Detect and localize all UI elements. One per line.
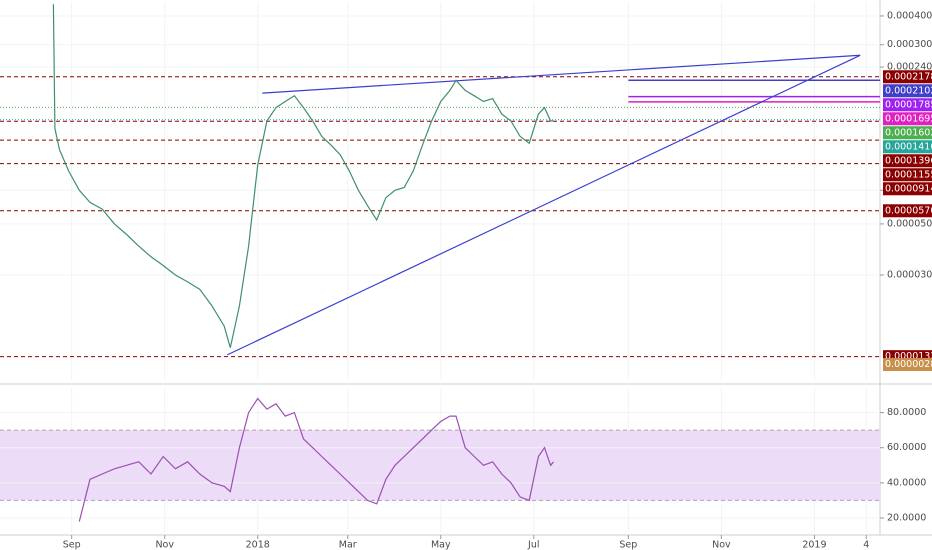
- x-tick-label: Nov: [712, 540, 731, 550]
- y-tick-label: 0.00030000: [887, 39, 932, 50]
- level-label-bg: [883, 168, 932, 182]
- level-label-text: 0.00011554: [885, 169, 932, 180]
- volume-label-bg: [883, 358, 932, 371]
- level-label-bg: [883, 140, 932, 154]
- level-label: 0.00005703: [883, 204, 932, 218]
- level-label-bg: [883, 182, 932, 196]
- x-tick-label: Sep: [63, 540, 81, 550]
- y-tick-label: 20.0000: [887, 512, 926, 523]
- x-tick-label: 2018: [246, 540, 270, 550]
- level-label-bg: [883, 84, 932, 98]
- level-label: 0.00014164: [883, 140, 932, 154]
- level-label: 0.00017850: [883, 98, 932, 112]
- level-label-text: 0.00021027: [885, 85, 932, 96]
- level-label-bg: [883, 112, 932, 126]
- level-label-text: 0.00009140: [885, 183, 932, 194]
- level-label-text: 0.00016954: [885, 113, 932, 124]
- rsi-line: [78, 397, 555, 522]
- level-label-text: 0.00017850: [885, 99, 932, 110]
- trend-line: [226, 54, 861, 356]
- level-label-text: 0.00021781: [885, 71, 932, 82]
- level-label: 0.00021781: [883, 70, 932, 84]
- level-label-bg: [883, 98, 932, 112]
- x-tick-label: 2019: [802, 540, 826, 550]
- level-label-bg: [883, 126, 932, 140]
- level-label: 0.00016028: [883, 126, 932, 140]
- level-label-text: 0.00016028: [885, 127, 932, 138]
- trend-line: [262, 54, 861, 94]
- level-label: 0.00016954: [883, 112, 932, 126]
- y-tick-label: 40.0000: [887, 477, 926, 488]
- x-tick-label: 4: [863, 540, 869, 550]
- rsi-band: [0, 430, 880, 501]
- y-tick-label: 0.00024000: [887, 62, 932, 73]
- level-label: 0.00011554: [883, 168, 932, 182]
- x-tick-label: Mar: [339, 540, 357, 550]
- y-tick-label: 0.00040000: [887, 10, 932, 21]
- level-label-bg: [883, 204, 932, 218]
- x-tick-label: Sep: [619, 540, 637, 550]
- level-label-text: 0.00013967: [885, 155, 932, 166]
- level-label-text: 0.00001326: [885, 351, 932, 362]
- level-label-bg: [883, 154, 932, 168]
- volume-label-text: 0.00000286: [885, 359, 932, 370]
- y-tick-label: 0.00003000: [887, 270, 932, 281]
- x-tick-label: Jul: [527, 540, 539, 550]
- y-tick-label: 80.0000: [887, 407, 926, 418]
- level-label-text: 0.00005703: [885, 205, 932, 216]
- level-label: 0.00021027: [883, 84, 932, 98]
- level-label-text: 0.00014164: [885, 141, 932, 152]
- level-label: 0.00009140: [883, 182, 932, 196]
- y-tick-label: 60.0000: [887, 442, 926, 453]
- level-label: 0.00013967: [883, 154, 932, 168]
- x-tick-label: May: [431, 540, 451, 550]
- volume-label: 0.00000286: [883, 358, 932, 371]
- y-tick-label: 0.00005000: [887, 218, 932, 229]
- level-label-bg: [883, 70, 932, 84]
- x-tick-label: Nov: [155, 540, 174, 550]
- price-line: [52, 4, 554, 348]
